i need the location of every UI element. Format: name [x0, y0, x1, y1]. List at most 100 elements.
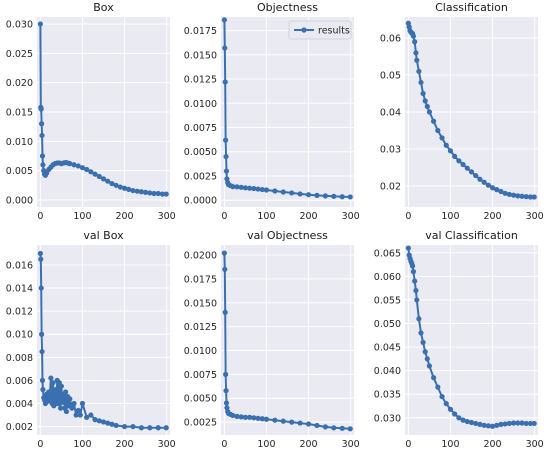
y-tick-label: 0.0075 [184, 123, 217, 134]
x-tick-label: 0 [221, 439, 227, 450]
data-point [48, 375, 54, 381]
y-tick-label: 0.0150 [184, 50, 217, 61]
data-point [100, 419, 107, 425]
x-tick-label: 200 [299, 211, 317, 222]
x-tick-label: 0 [405, 439, 411, 450]
data-point [234, 413, 240, 419]
data-point [477, 176, 483, 182]
data-point [435, 384, 441, 390]
data-point [314, 422, 320, 429]
data-point [37, 250, 43, 257]
data-point [142, 189, 149, 195]
data-point [57, 405, 64, 411]
data-point [289, 190, 295, 196]
data-point [84, 414, 90, 420]
data-point [464, 165, 470, 171]
data-point [481, 179, 487, 185]
data-point [414, 297, 420, 303]
y-tick-label: 0.006 [6, 376, 33, 387]
data-point [105, 178, 111, 184]
data-point [67, 396, 73, 402]
data-point [63, 408, 70, 415]
y-tick-label: 0.0000 [184, 196, 217, 207]
data-point [280, 189, 286, 195]
data-point [412, 39, 418, 45]
data-point [73, 412, 79, 418]
data-point [489, 185, 496, 191]
x-tick-label: 300 [158, 439, 176, 450]
subplot-title: Objectness [257, 1, 318, 14]
data-point [242, 185, 249, 191]
data-point [230, 412, 236, 419]
y-tick-label: 0.000 [6, 195, 33, 206]
data-point [247, 414, 253, 420]
data-point [523, 420, 529, 427]
data-point [92, 171, 98, 177]
data-point [100, 176, 107, 182]
data-point [498, 421, 504, 427]
data-point [223, 388, 229, 394]
data-point [410, 33, 417, 39]
data-point [223, 400, 230, 406]
data-point [322, 193, 328, 199]
data-point [405, 245, 411, 251]
x-tick-label: 300 [526, 439, 544, 450]
data-point [39, 377, 46, 384]
data-point [331, 193, 337, 199]
data-point [494, 187, 500, 193]
data-point [460, 417, 466, 423]
data-point [477, 421, 483, 427]
data-point [456, 415, 462, 421]
data-point [280, 418, 286, 424]
data-point [50, 380, 56, 386]
data-point [84, 166, 90, 173]
data-point [424, 356, 430, 362]
data-point [416, 68, 422, 74]
data-point [485, 423, 491, 429]
data-point [527, 420, 534, 427]
data-point [223, 153, 229, 160]
data-point [130, 187, 136, 194]
data-point [230, 184, 236, 190]
y-tick-label: 0.05 [380, 71, 401, 82]
data-point [435, 127, 441, 134]
data-point [414, 57, 420, 63]
data-point [96, 173, 102, 180]
data-point [506, 420, 512, 427]
data-point [147, 190, 153, 196]
x-tick-label: 200 [483, 211, 501, 222]
data-point [221, 250, 227, 256]
data-point [347, 194, 353, 200]
data-point [447, 148, 454, 154]
data-point [502, 190, 508, 196]
data-point [439, 393, 445, 400]
data-point [527, 194, 534, 200]
data-point [422, 349, 428, 355]
plot-area [37, 245, 170, 435]
data-point [473, 172, 479, 179]
data-point [63, 389, 69, 395]
subplot-title: val Objectness [247, 229, 328, 242]
data-point [59, 399, 65, 405]
data-point [255, 415, 261, 421]
data-point [58, 383, 65, 389]
data-point [297, 420, 303, 426]
x-tick-label: 300 [158, 211, 176, 222]
y-tick-label: 0.0100 [184, 346, 217, 357]
data-point [263, 416, 270, 422]
data-point [121, 423, 128, 430]
data-point [222, 45, 228, 51]
x-tick-label: 300 [342, 211, 360, 222]
y-tick-label: 0.008 [6, 353, 33, 364]
data-point [489, 423, 496, 429]
data-point [224, 176, 230, 182]
data-point [105, 420, 111, 426]
y-tick-label: 0.010 [6, 330, 33, 341]
data-point [263, 187, 270, 193]
data-point [452, 153, 458, 159]
y-tick-label: 0.0175 [184, 274, 217, 285]
data-point [242, 414, 249, 420]
data-point [138, 425, 144, 431]
data-point [510, 420, 517, 426]
data-point [147, 425, 153, 431]
